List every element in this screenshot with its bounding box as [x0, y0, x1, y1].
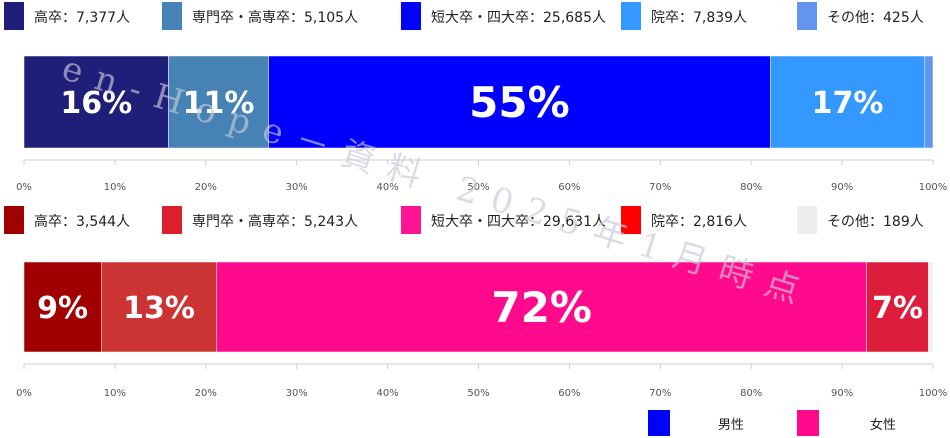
bar-segment: [268, 55, 771, 149]
bar-segment: [101, 261, 217, 353]
legend-swatch: [162, 2, 182, 30]
bar-segment: [928, 261, 934, 353]
x-tick-label: 20%: [195, 388, 217, 399]
data-label: 16%: [60, 86, 132, 121]
x-tick-label: 30%: [286, 388, 308, 399]
bar-segment: [866, 261, 929, 353]
legend-label: 専門卒・高専卒：5,243人: [192, 213, 358, 230]
legend-swatch: [401, 2, 421, 30]
legend-label: 専門卒・高専卒：5,105人: [192, 9, 358, 26]
bar-segment: [23, 55, 169, 149]
gender-legend-label: 男性: [718, 418, 744, 433]
legend-label: その他：425人: [827, 10, 924, 26]
x-tick-label: 60%: [558, 182, 580, 193]
legend-swatch: [797, 2, 817, 30]
x-tick-label: 90%: [831, 388, 853, 399]
x-tick-label: 90%: [831, 182, 853, 193]
x-tick-label: 0%: [16, 182, 32, 193]
legend-label: その他：189人: [827, 214, 924, 230]
data-label: 13%: [123, 291, 195, 326]
legend-swatch: [4, 2, 24, 30]
bar-segment: [924, 55, 934, 149]
x-tick-label: 80%: [740, 182, 762, 193]
x-tick-label: 60%: [558, 388, 580, 399]
chart-panel-2: 高卒：3,544人 専門卒・高専卒：5,243人 短大卒・四大卒：29,631人 院卒…: [4, 206, 947, 399]
x-tick-label: 40%: [376, 388, 398, 399]
gender-legend: 男性 女性: [648, 410, 896, 436]
legend-swatch: [4, 206, 24, 234]
x-tick-label: 30%: [286, 182, 308, 193]
legend-label: 院卒：2,816人: [651, 214, 747, 230]
x-tick-label: 80%: [740, 388, 762, 399]
gender-legend-swatch: [797, 410, 819, 436]
legend-swatch: [162, 206, 182, 234]
bar-segment: [168, 55, 269, 149]
legend-label: 院卒：7,839人: [651, 10, 747, 26]
data-label: 55%: [469, 78, 570, 127]
x-tick-label: 0%: [16, 388, 32, 399]
data-label: 9%: [37, 291, 88, 326]
bar-segment: [216, 261, 867, 353]
x-tick-label: 20%: [195, 182, 217, 193]
data-label: 72%: [491, 283, 592, 332]
legend-swatch: [401, 206, 421, 234]
x-tick-label: 50%: [467, 388, 489, 399]
x-tick-label: 40%: [376, 182, 398, 193]
bar-segment: [770, 55, 926, 149]
legend-label: 短大卒・四大卒：29,631人: [431, 214, 606, 230]
x-tick-label: 10%: [104, 182, 126, 193]
gender-legend-label: 女性: [870, 417, 896, 433]
legend-label: 高卒：7,377人: [34, 9, 130, 26]
legend-label: 高卒：3,544人: [34, 213, 130, 230]
data-label: 11%: [183, 86, 255, 121]
x-tick-label: 50%: [467, 182, 489, 193]
legend-swatch: [621, 2, 641, 30]
x-tick-label: 100%: [919, 388, 948, 399]
legend-swatch: [797, 206, 817, 234]
x-tick-label: 100%: [919, 182, 948, 193]
legend-label: 短大卒・四大卒：25,685人: [431, 10, 606, 26]
data-label: 17%: [812, 86, 884, 121]
x-tick-label: 70%: [649, 182, 671, 193]
legend-swatch: [621, 206, 641, 234]
chart-panel-1: 高卒：7,377人 専門卒・高専卒：5,105人 短大卒・四大卒：25,685人 院卒…: [4, 2, 947, 193]
data-label: 7%: [872, 291, 923, 326]
x-tick-label: 10%: [104, 388, 126, 399]
x-tick-label: 70%: [649, 388, 671, 399]
gender-legend-swatch: [648, 410, 670, 436]
